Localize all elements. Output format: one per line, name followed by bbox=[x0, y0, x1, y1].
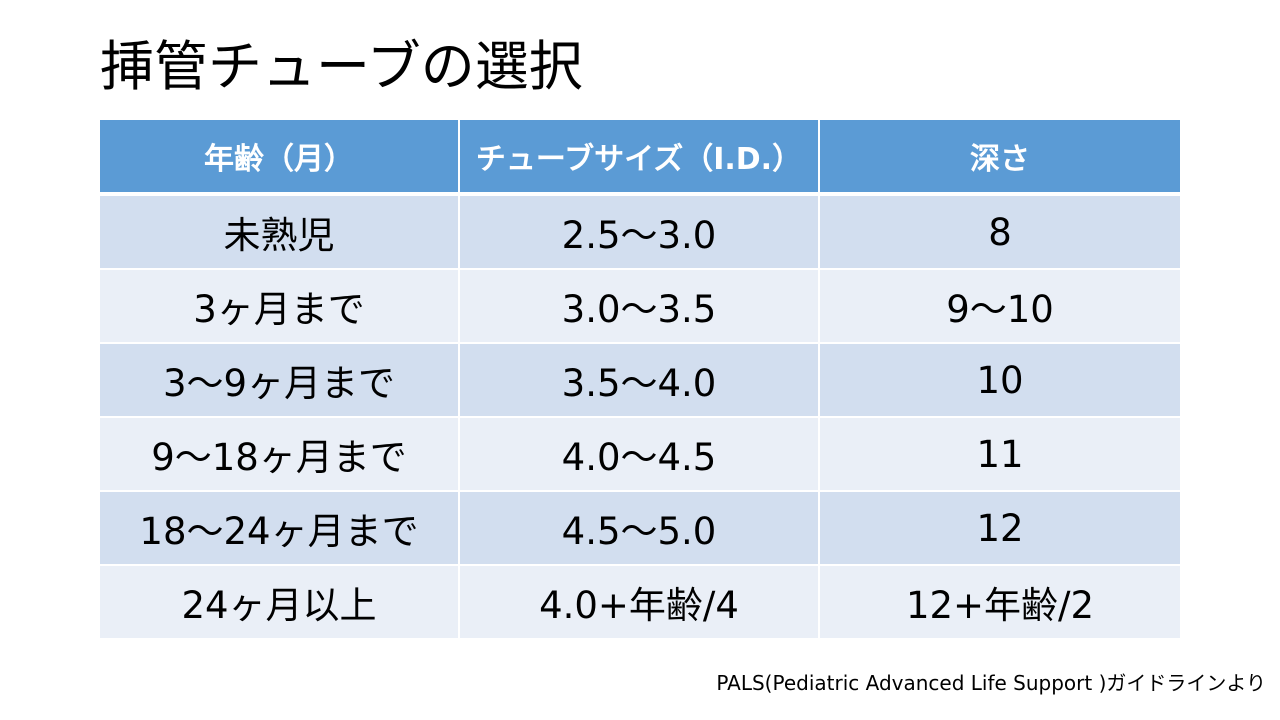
cell-depth: 8 bbox=[819, 194, 1180, 270]
tube-selection-table: 年齢（月） チューブサイズ（I.D.） 深さ 未熟児 2.5〜3.0 8 3ヶ月… bbox=[100, 120, 1180, 640]
header-age: 年齢（月） bbox=[100, 120, 460, 196]
cell-depth: 9〜10 bbox=[819, 269, 1180, 344]
slide-title: 挿管チューブの選択 bbox=[100, 35, 583, 98]
cell-depth: 12+年齢/2 bbox=[819, 565, 1180, 640]
cell-depth: 11 bbox=[819, 417, 1180, 492]
header-tube-size: チューブサイズ（I.D.） bbox=[459, 120, 820, 196]
source-note: PALS(Pediatric Advanced Life Support )ガイ… bbox=[716, 671, 1266, 695]
cell-age: 3〜9ヶ月まで bbox=[100, 343, 460, 418]
cell-depth: 10 bbox=[819, 343, 1180, 418]
cell-tube-size: 3.0〜3.5 bbox=[459, 269, 820, 344]
cell-age: 18〜24ヶ月まで bbox=[100, 491, 460, 566]
cell-age: 24ヶ月以上 bbox=[100, 565, 460, 640]
cell-tube-size: 3.5〜4.0 bbox=[459, 343, 820, 418]
cell-depth: 12 bbox=[819, 491, 1180, 566]
table-row: 3〜9ヶ月まで 3.5〜4.0 10 bbox=[100, 343, 1180, 418]
table-header-row: 年齢（月） チューブサイズ（I.D.） 深さ bbox=[100, 120, 1180, 196]
cell-tube-size: 4.0〜4.5 bbox=[459, 417, 820, 492]
cell-tube-size: 4.0+年齢/4 bbox=[459, 565, 820, 640]
table-row: 9〜18ヶ月まで 4.0〜4.5 11 bbox=[100, 417, 1180, 492]
table-row: 3ヶ月まで 3.0〜3.5 9〜10 bbox=[100, 269, 1180, 344]
table-row: 24ヶ月以上 4.0+年齢/4 12+年齢/2 bbox=[100, 565, 1180, 640]
table-row: 18〜24ヶ月まで 4.5〜5.0 12 bbox=[100, 491, 1180, 566]
table-row: 未熟児 2.5〜3.0 8 bbox=[100, 194, 1180, 270]
header-depth: 深さ bbox=[819, 120, 1180, 196]
cell-tube-size: 4.5〜5.0 bbox=[459, 491, 820, 566]
cell-age: 3ヶ月まで bbox=[100, 269, 460, 344]
cell-age: 未熟児 bbox=[100, 194, 460, 270]
cell-age: 9〜18ヶ月まで bbox=[100, 417, 460, 492]
cell-tube-size: 2.5〜3.0 bbox=[459, 194, 820, 270]
